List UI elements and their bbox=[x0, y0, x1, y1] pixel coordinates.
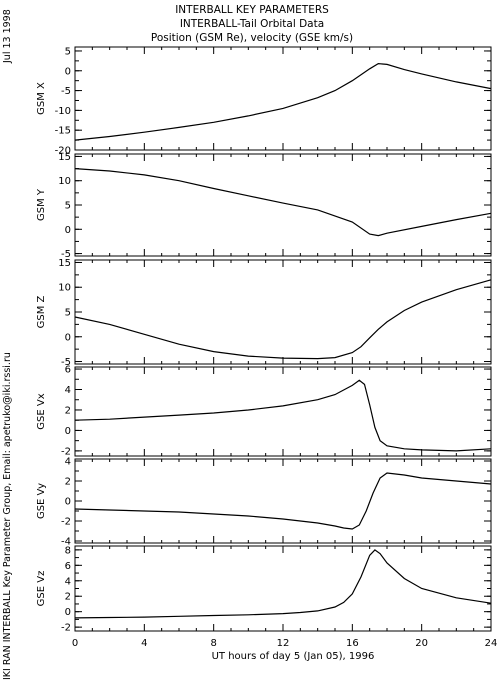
y-tick-label: 8 bbox=[65, 545, 71, 556]
panel-frame-5 bbox=[74, 458, 492, 544]
y-tick-label: -10 bbox=[55, 106, 71, 117]
y-tick-label: 0 bbox=[65, 332, 71, 343]
x-tick-label: 24 bbox=[485, 638, 498, 649]
y-tick-label: 15 bbox=[58, 152, 71, 163]
y-tick-label: 2 bbox=[65, 477, 71, 488]
x-tick-label: 4 bbox=[141, 638, 147, 649]
y-axis-label: GSE Vx bbox=[36, 393, 47, 429]
series-line-1 bbox=[74, 62, 492, 141]
y-tick-label: 0 bbox=[65, 225, 71, 236]
y-tick-label: 4 bbox=[65, 576, 71, 587]
y-tick-label: 15 bbox=[58, 258, 71, 269]
y-tick-label: 0 bbox=[65, 426, 71, 437]
y-tick-label: -5 bbox=[61, 249, 71, 260]
x-tick-label: 8 bbox=[210, 638, 216, 649]
y-axis-label: GSM Z bbox=[36, 295, 47, 328]
y-tick-label: 5 bbox=[65, 308, 71, 319]
panel-frame-6 bbox=[74, 545, 492, 632]
y-tick-label: 6 bbox=[65, 365, 71, 376]
chart-title: INTERBALL KEY PARAMETERS bbox=[175, 4, 329, 16]
panel-frame-1 bbox=[74, 46, 492, 151]
y-tick-label: 4 bbox=[65, 385, 71, 396]
y-tick-label: 2 bbox=[65, 592, 71, 603]
x-axis-label: UT hours of day 5 (Jan 05), 1996 bbox=[212, 651, 375, 662]
x-tick-label: 16 bbox=[346, 638, 359, 649]
panel-frame-3 bbox=[74, 259, 492, 365]
y-tick-label: -2 bbox=[61, 446, 71, 457]
y-tick-label: -2 bbox=[61, 623, 71, 634]
y-tick-label: -5 bbox=[61, 357, 71, 368]
x-tick-label: 20 bbox=[415, 638, 428, 649]
y-tick-label: 0 bbox=[65, 66, 71, 77]
panel-frame-4 bbox=[74, 366, 492, 457]
y-tick-label: -2 bbox=[61, 517, 71, 528]
y-tick-label: -20 bbox=[55, 146, 71, 157]
series-line-2 bbox=[74, 168, 492, 237]
panel-frame-2 bbox=[74, 153, 492, 257]
y-tick-label: 0 bbox=[65, 607, 71, 618]
y-tick-label: 10 bbox=[58, 283, 71, 294]
y-axis-label: GSM X bbox=[36, 82, 47, 115]
x-tick-label: 12 bbox=[277, 638, 290, 649]
y-axis-label: GSM Y bbox=[36, 188, 47, 221]
y-tick-label: 5 bbox=[65, 201, 71, 212]
y-tick-label: -5 bbox=[61, 86, 71, 97]
x-tick-label: 0 bbox=[72, 638, 78, 649]
y-tick-label: 4 bbox=[65, 457, 71, 468]
chart-subtitle-units: Position (GSM Re), velocity (GSE km/s) bbox=[150, 32, 354, 44]
y-tick-label: -4 bbox=[61, 537, 71, 548]
y-tick-label: 10 bbox=[58, 176, 71, 187]
y-tick-label: 0 bbox=[65, 497, 71, 508]
y-tick-label: 2 bbox=[65, 405, 71, 416]
y-tick-label: 6 bbox=[65, 561, 71, 572]
y-tick-label: 5 bbox=[65, 46, 71, 57]
series-line-3 bbox=[74, 279, 492, 360]
series-line-5 bbox=[74, 472, 492, 530]
y-tick-label: -15 bbox=[55, 126, 71, 137]
chart-subtitle: INTERBALL-Tail Orbital Data bbox=[179, 18, 325, 30]
y-axis-label: GSE Vz bbox=[36, 571, 47, 607]
series-line-4 bbox=[74, 379, 492, 452]
y-axis-label: GSE Vy bbox=[36, 483, 47, 519]
series-line-6 bbox=[74, 549, 492, 619]
